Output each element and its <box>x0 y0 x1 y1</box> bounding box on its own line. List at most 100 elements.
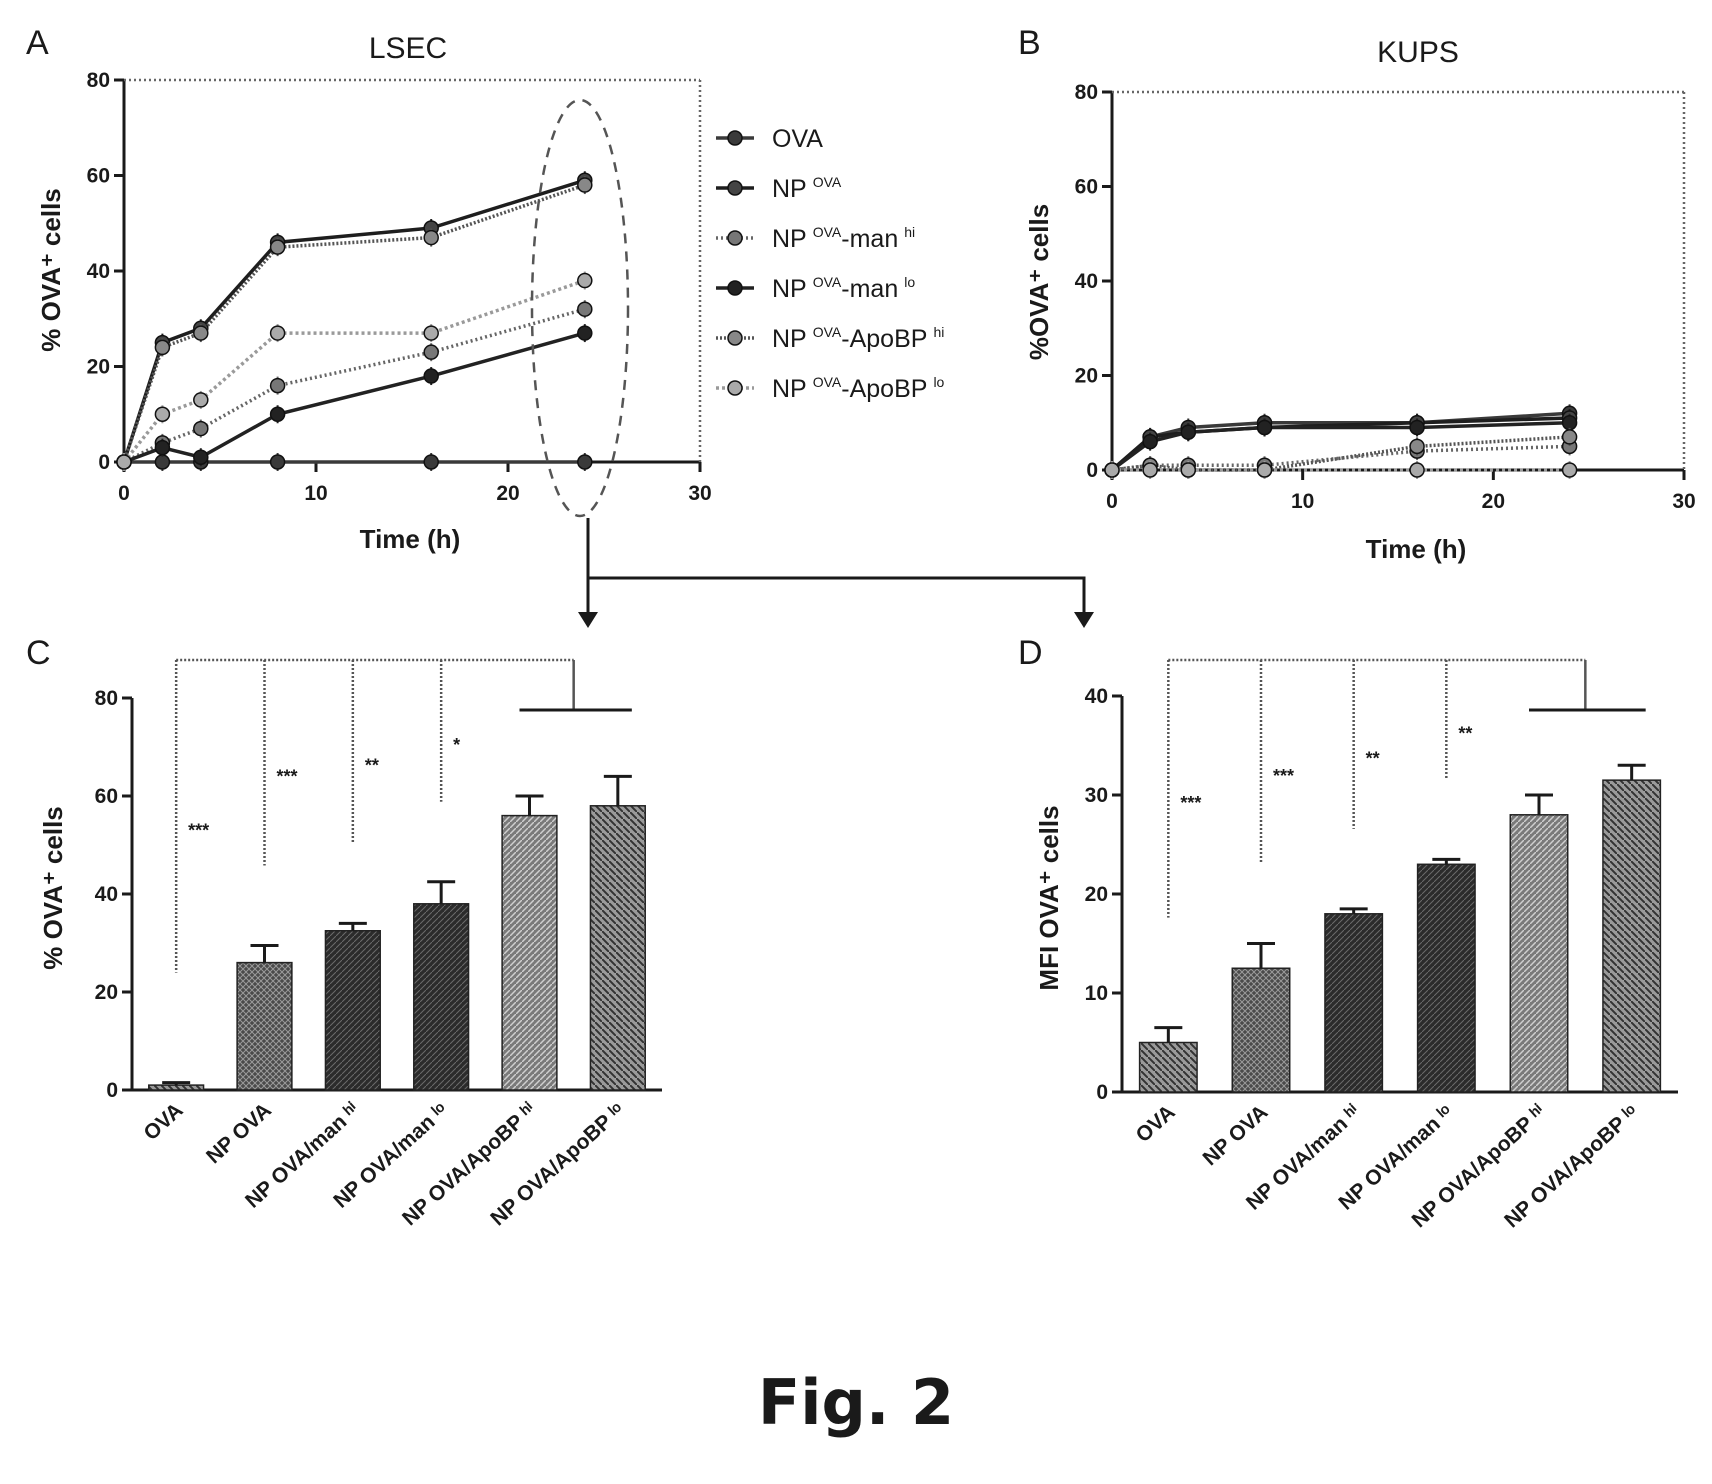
y-tick-label: 20 <box>87 356 110 379</box>
y-tick-label: 80 <box>1075 81 1098 104</box>
data-point <box>1142 462 1158 478</box>
legend-label: OVA <box>772 125 823 153</box>
bar <box>236 961 293 1091</box>
x-tick-label: 20 <box>496 482 519 505</box>
legend-label: NP OVA <box>772 174 842 203</box>
significance-label: * <box>453 735 460 755</box>
data-point <box>154 439 171 456</box>
data-point <box>423 368 439 384</box>
series-line-6 <box>122 278 586 464</box>
legend-a: OVA NP OVA NP OVA-man hi NP OVA-man lo NP OVA-ApoB… <box>716 125 945 403</box>
bar <box>1231 967 1291 1093</box>
data-point <box>577 454 593 470</box>
data-point <box>154 454 171 470</box>
y-tick-label: 80 <box>95 687 118 710</box>
x-axis-label-a: Time (h) <box>360 524 461 554</box>
bar <box>1509 814 1569 1093</box>
data-point <box>577 177 593 193</box>
data-point <box>1256 419 1273 436</box>
figure-caption: Fig. 2 <box>758 1366 954 1439</box>
panel-letter-d: D <box>1018 634 1043 672</box>
data-point <box>193 420 209 437</box>
plot-b: 0 20 40 60 80 0 10 20 30 <box>1075 81 1696 513</box>
data-point <box>193 325 209 341</box>
x-tick-label: 30 <box>688 482 711 505</box>
series-line-4 <box>1110 421 1570 472</box>
significance-label: ** <box>365 756 379 776</box>
data-point <box>1409 419 1425 436</box>
x-tick-label: 10 <box>304 482 327 505</box>
bar <box>324 930 381 1091</box>
y-tick-label: 20 <box>1085 883 1108 906</box>
data-point <box>269 406 286 422</box>
data-point <box>1256 462 1273 478</box>
legend-label: NP OVA-ApoBP lo <box>772 374 945 403</box>
x-tick-label: 20 <box>1482 490 1505 513</box>
y-axis-label-c: % OVA⁺ cells <box>38 806 68 970</box>
chart-title-lsec: LSEC <box>369 32 447 65</box>
arrow-head-c <box>578 612 598 628</box>
data-point <box>154 406 171 422</box>
data-point <box>269 239 286 255</box>
data-point <box>1409 438 1425 455</box>
x-axis-label-b: Time (h) <box>1366 534 1467 564</box>
data-point <box>1561 462 1578 478</box>
significance-label: *** <box>1180 793 1201 813</box>
category-label: NP OVA <box>1199 1101 1273 1171</box>
y-tick-label: 0 <box>1086 459 1098 482</box>
legend-marker <box>727 180 743 196</box>
x-tick-label: 30 <box>1672 490 1695 513</box>
bar <box>148 1084 205 1091</box>
category-label: OVA <box>1132 1101 1180 1148</box>
legend-label: NP OVA-ApoBP hi <box>772 324 944 353</box>
bar <box>1416 863 1476 1093</box>
bar <box>589 805 646 1091</box>
y-tick-label: 10 <box>1085 982 1108 1005</box>
y-tick-label: 20 <box>95 981 118 1004</box>
legend-marker <box>727 130 743 146</box>
data-point <box>1104 462 1120 478</box>
y-tick-label: 0 <box>98 451 110 474</box>
bar <box>1324 913 1384 1093</box>
legend-label: NP OVA-man hi <box>772 224 915 253</box>
panel-letter-a: A <box>26 24 49 62</box>
data-point <box>116 454 132 470</box>
series-line-2 <box>122 178 586 463</box>
panel-letter-c: C <box>26 634 51 672</box>
data-point <box>577 325 593 341</box>
y-tick-label: 0 <box>106 1079 118 1102</box>
bar <box>1602 779 1662 1093</box>
series-line-4 <box>123 331 586 464</box>
significance-label: ** <box>1458 724 1472 744</box>
data-point <box>1561 415 1578 431</box>
data-point <box>193 392 209 408</box>
data-point <box>577 301 593 317</box>
data-point <box>1409 462 1425 478</box>
plot-a: 0 20 40 60 80 0 10 20 30 <box>87 69 712 505</box>
data-point <box>269 325 286 341</box>
data-point <box>269 454 286 470</box>
significance-label: *** <box>188 820 209 840</box>
data-point <box>1561 429 1578 445</box>
y-tick-label: 80 <box>87 69 110 92</box>
y-tick-label: 40 <box>1075 270 1098 293</box>
panel-letter-b: B <box>1018 24 1041 62</box>
category-label: NP OVA <box>202 1099 276 1169</box>
highlight-ellipse <box>530 98 630 518</box>
significance-label: *** <box>277 767 298 787</box>
x-tick-label: 0 <box>1106 490 1118 513</box>
data-point <box>423 229 439 246</box>
data-point <box>1180 462 1197 478</box>
x-tick-label: 10 <box>1291 490 1314 513</box>
bar <box>1138 1041 1198 1093</box>
x-tick-label: 0 <box>118 482 130 505</box>
data-point <box>423 325 439 341</box>
legend-label: NP OVA-man lo <box>772 274 915 303</box>
arrow-head-d <box>1074 612 1094 628</box>
data-point <box>577 272 593 289</box>
significance-label: ** <box>1366 748 1380 768</box>
y-tick-label: 40 <box>87 260 110 283</box>
series-line-5 <box>122 183 586 463</box>
